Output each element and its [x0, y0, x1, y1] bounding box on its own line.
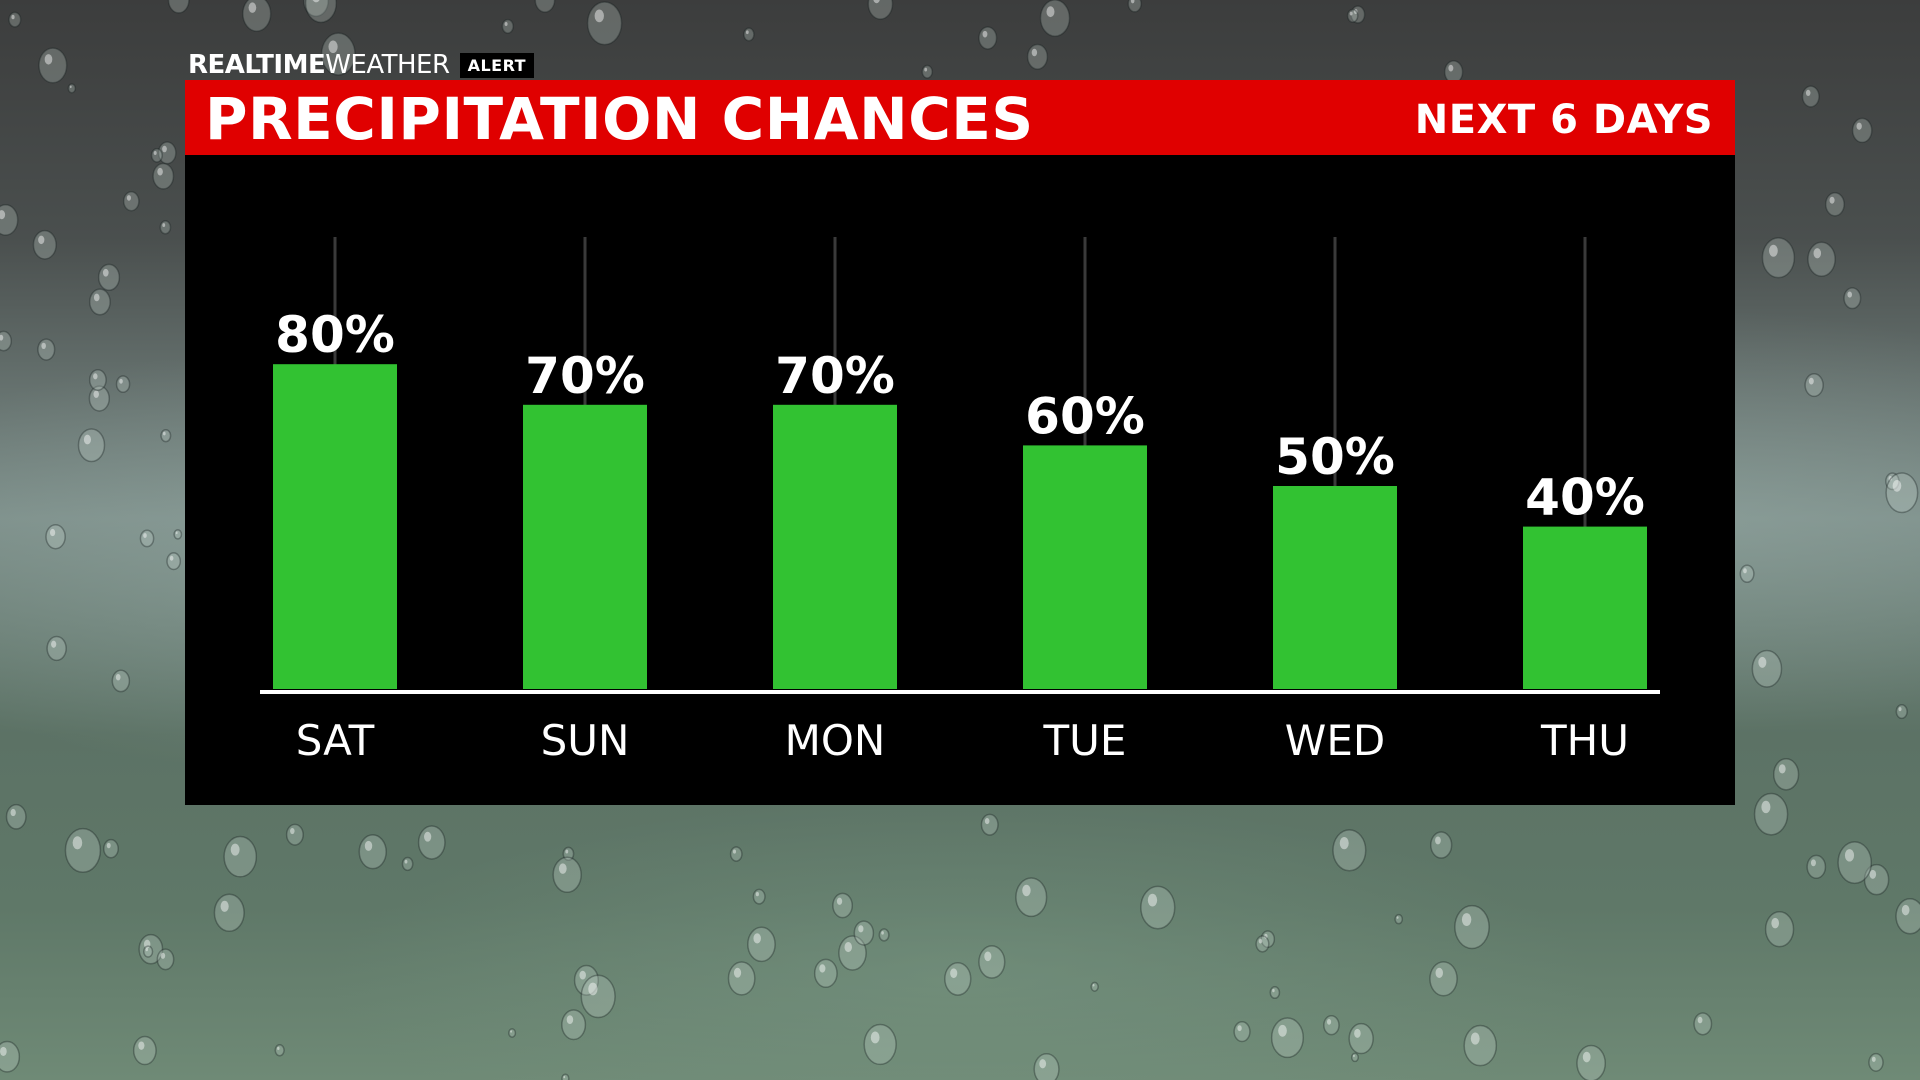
brand-bold-text: REALTIME [188, 50, 326, 80]
tick-label-mon: MON [785, 716, 886, 765]
bar-sun [523, 404, 647, 689]
tick-label-wed: WED [1285, 716, 1385, 765]
data-label-sun: 70% [525, 347, 645, 405]
data-label-tue: 60% [1025, 387, 1145, 445]
bar-wed [1273, 486, 1397, 689]
bar-sat [273, 364, 397, 689]
bar-mon [773, 404, 897, 689]
data-label-thu: 40% [1525, 469, 1645, 527]
title-bar: PRECIPITATION CHANCES NEXT 6 DAYS [185, 80, 1735, 155]
chart-panel: 80% SAT 70% SUN 70% MON 60% TUE 50% WED 40% THU [185, 155, 1735, 805]
bar-tue [1023, 445, 1147, 689]
bar-thu [1523, 526, 1647, 689]
chart-title: PRECIPITATION CHANCES [205, 85, 1034, 153]
chart-subtitle: NEXT 6 DAYS [1414, 97, 1713, 143]
tick-label-tue: TUE [1043, 716, 1127, 765]
brand-logo: REALTIME WEATHER ALERT [188, 50, 535, 80]
tick-label-thu: THU [1540, 716, 1629, 765]
data-label-wed: 50% [1275, 428, 1395, 486]
tick-label-sat: SAT [296, 716, 375, 765]
brand-light-text: WEATHER [325, 50, 450, 80]
alert-badge: ALERT [459, 52, 535, 78]
data-label-mon: 70% [775, 347, 895, 405]
data-label-sat: 80% [275, 306, 395, 364]
precipitation-bar-chart: 80% SAT 70% SUN 70% MON 60% TUE 50% WED 40% THU [260, 237, 1660, 765]
tick-label-sun: SUN [541, 716, 630, 765]
